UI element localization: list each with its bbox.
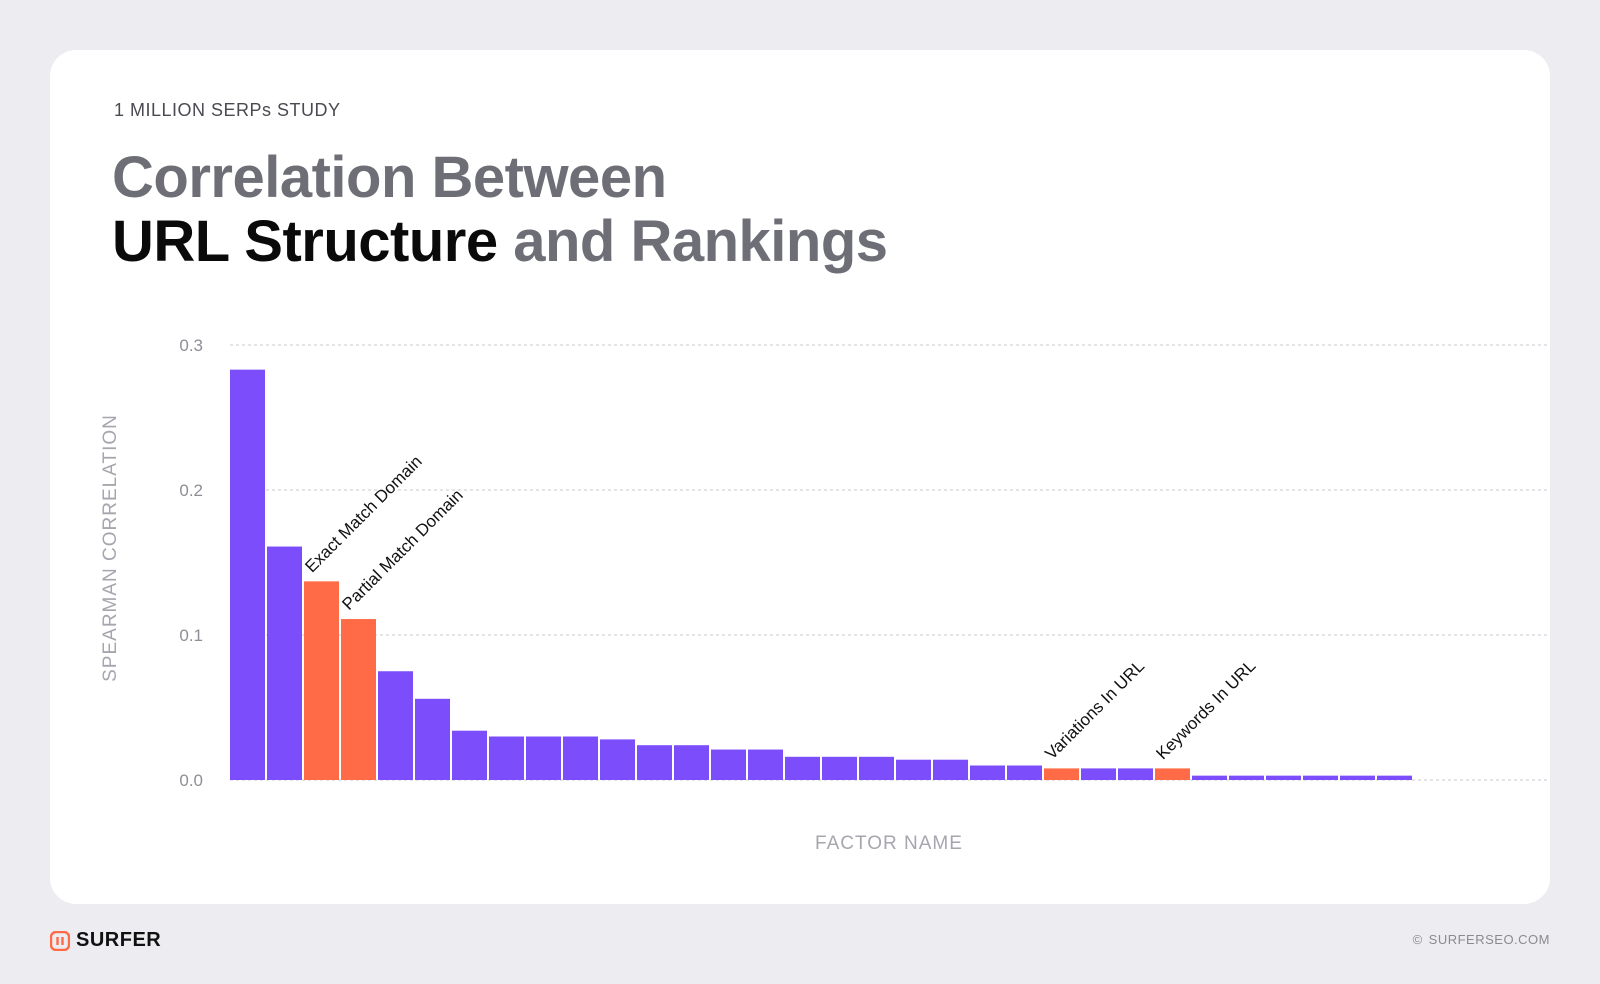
title-rest: and Rankings bbox=[497, 209, 888, 274]
bar[interactable] bbox=[933, 759, 968, 780]
bar[interactable] bbox=[674, 745, 709, 780]
y-axis-label: SPEARMAN CORRELATION bbox=[100, 414, 121, 682]
bar[interactable] bbox=[1192, 775, 1227, 780]
bar[interactable] bbox=[822, 756, 857, 780]
bar[interactable] bbox=[600, 739, 635, 780]
copyright-text: SURFERSEO.COM bbox=[1428, 932, 1550, 947]
bar[interactable] bbox=[230, 369, 265, 780]
bar[interactable] bbox=[378, 671, 413, 780]
study-eyebrow: 1 MILLION SERPs STUDY bbox=[114, 100, 341, 120]
bar-annotation: Keywords In URL bbox=[1152, 656, 1259, 763]
y-tick-label: 0.3 bbox=[179, 336, 203, 355]
bar-highlighted[interactable] bbox=[1155, 768, 1190, 780]
bar[interactable] bbox=[526, 736, 561, 781]
title-line-1: Correlation Between bbox=[112, 145, 667, 210]
surfer-logo-icon bbox=[50, 930, 70, 951]
surfer-logo[interactable]: SURFER bbox=[50, 929, 161, 952]
bar-highlighted[interactable] bbox=[1044, 768, 1079, 780]
bar[interactable] bbox=[859, 756, 894, 780]
bar[interactable] bbox=[1118, 768, 1153, 780]
bar[interactable] bbox=[748, 749, 783, 780]
bar-highlighted[interactable] bbox=[341, 619, 376, 780]
bar[interactable] bbox=[1340, 775, 1375, 780]
bar[interactable] bbox=[1229, 775, 1264, 780]
bar[interactable] bbox=[489, 736, 524, 781]
bar[interactable] bbox=[1303, 775, 1338, 780]
y-axis-ticks: 0.0 0.1 0.2 0.3 bbox=[179, 336, 203, 790]
bar[interactable] bbox=[970, 765, 1005, 781]
bar-highlighted[interactable] bbox=[304, 581, 339, 780]
y-tick-label: 0.2 bbox=[179, 481, 203, 500]
bar[interactable] bbox=[711, 749, 746, 780]
bars bbox=[230, 369, 1412, 781]
bar[interactable] bbox=[1007, 765, 1042, 781]
bar[interactable] bbox=[896, 759, 931, 780]
bar[interactable] bbox=[452, 730, 487, 780]
x-axis-label: FACTOR NAME bbox=[815, 833, 963, 854]
y-tick-label: 0.0 bbox=[179, 771, 203, 790]
page-title: Correlation Between URL Structure and Ra… bbox=[112, 146, 888, 274]
bar[interactable] bbox=[267, 546, 302, 780]
copyright-icon: © bbox=[1412, 932, 1423, 947]
bar[interactable] bbox=[415, 698, 450, 780]
bar[interactable] bbox=[563, 736, 598, 781]
bar[interactable] bbox=[1377, 775, 1412, 780]
bar-annotation: Variations In URL bbox=[1041, 656, 1148, 763]
copyright-notice[interactable]: © SURFERSEO.COM bbox=[1413, 932, 1550, 947]
y-tick-label: 0.1 bbox=[179, 626, 203, 645]
bar[interactable] bbox=[785, 756, 820, 780]
bar-annotation: Partial Match Domain bbox=[338, 486, 466, 614]
title-strong: URL Structure bbox=[112, 209, 498, 274]
bar[interactable] bbox=[1081, 768, 1116, 780]
bar[interactable] bbox=[637, 745, 672, 780]
brand-name: SURFER bbox=[76, 929, 162, 951]
bar[interactable] bbox=[1266, 775, 1301, 780]
